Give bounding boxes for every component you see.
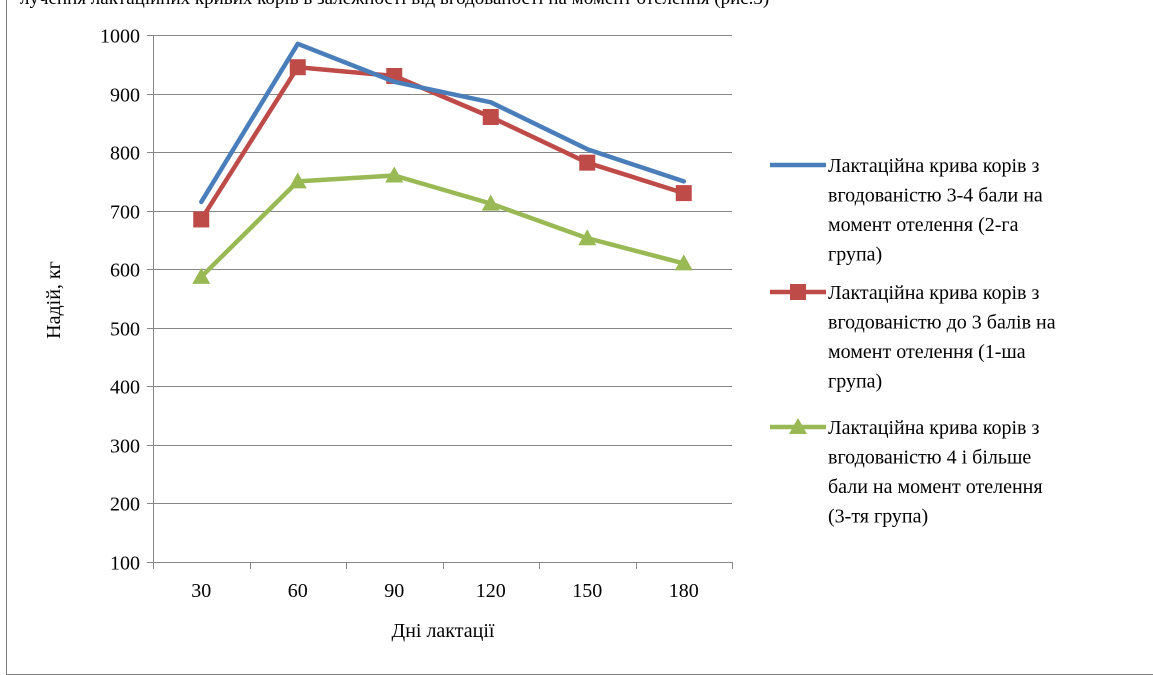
y-tick-label: 600 [110, 260, 140, 282]
series-3 [192, 166, 693, 284]
data-point-marker [481, 194, 500, 211]
data-point-marker [385, 166, 404, 183]
gridlines [153, 35, 732, 504]
legend-label: момент отелення (1-ша [828, 341, 1026, 363]
legend-entry-1: Лактаційна крива корів з вгодованістю 3-4… [770, 155, 1043, 266]
y-tick-label: 100 [110, 553, 140, 575]
data-point-marker [289, 59, 306, 76]
x-tick-labels: 30 60 90 120 150 180 [191, 580, 699, 602]
series-2 [193, 59, 692, 228]
series-line [199, 64, 687, 222]
series-group [192, 41, 693, 284]
legend-entry-2: Лактаційна крива корів з вгодованістю до … [770, 282, 1056, 393]
data-point-marker [193, 211, 210, 228]
data-point-marker [192, 267, 211, 284]
legend-label: бали на момент отелення [828, 476, 1043, 498]
series-1 [199, 41, 687, 205]
legend-label: Лактаційна крива корів з [828, 155, 1039, 177]
x-tick-label: 180 [669, 580, 699, 602]
y-tick-label: 800 [110, 143, 140, 165]
legend-label: вгодованістю 3-4 бали на [828, 185, 1043, 207]
x-axis-label: Дні лактації [392, 620, 495, 642]
data-point-marker [578, 229, 597, 246]
x-tick-label: 150 [572, 580, 602, 602]
data-point-marker [675, 185, 692, 202]
series-line [199, 41, 687, 205]
data-point-marker [579, 154, 596, 171]
top-caption: лучення лактаційних кривих корів в залеж… [20, 0, 769, 9]
x-tick-label: 30 [191, 580, 211, 602]
legend-label: вгодованістю до 3 балів на [828, 312, 1056, 334]
series-line [199, 173, 687, 280]
y-tick-label: 200 [110, 494, 140, 516]
legend-label: момент отелення (2-га [828, 214, 1019, 236]
x-tick-label: 60 [288, 580, 308, 602]
legend-entry-3: Лактаційна крива корів з вгодованістю 4 і… [770, 417, 1043, 528]
legend-label: вгодованістю 4 і більше [828, 447, 1031, 469]
data-point-marker [482, 108, 499, 125]
y-tick-label: 300 [110, 436, 140, 458]
legend-marker [790, 284, 806, 300]
y-tick-label: 400 [110, 377, 140, 399]
legend: Лактаційна крива корів з вгодованістю 3-4… [770, 155, 1056, 528]
y-tick-labels: 100 200 300 400 500 600 700 800 900 1000 [100, 26, 140, 575]
y-axis-label: Надій, кг [43, 261, 65, 339]
legend-label: Лактаційна крива корів з [828, 417, 1039, 439]
y-tick-label: 1000 [100, 26, 140, 48]
legend-marker [789, 418, 807, 434]
legend-label: Лактаційна крива корів з [828, 282, 1039, 304]
y-tick-label: 700 [110, 202, 140, 224]
legend-label: група) [828, 244, 882, 266]
data-point-marker [674, 254, 693, 271]
axes [147, 35, 733, 569]
x-tick-label: 120 [476, 580, 506, 602]
x-tick-label: 90 [384, 580, 404, 602]
legend-label: група) [828, 371, 882, 393]
y-tick-label: 500 [110, 319, 140, 341]
data-point-marker [288, 172, 307, 189]
y-tick-label: 900 [110, 85, 140, 107]
legend-label: (3-тя група) [828, 506, 928, 528]
